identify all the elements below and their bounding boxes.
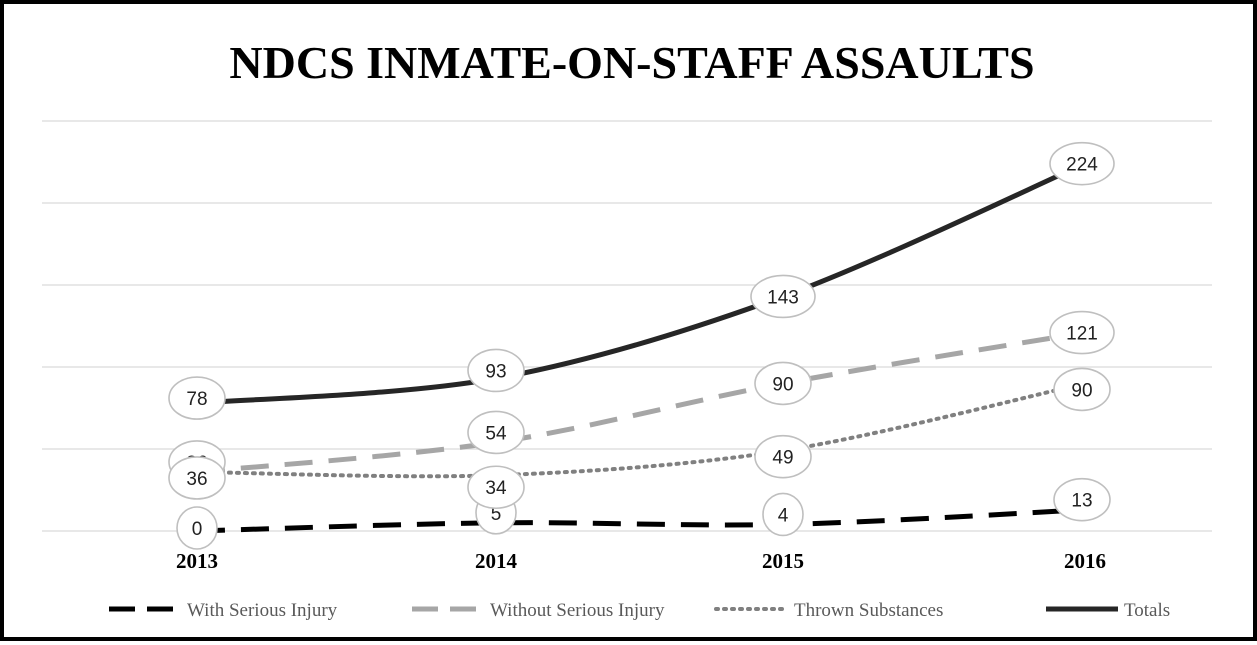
data-label-text: 90 [1071, 380, 1092, 401]
data-label-text: 4 [778, 505, 789, 526]
line-chart: NDCS INMATE-ON-STAFF ASSAULTS 0541336549… [42, 37, 1212, 621]
legend-label: Totals [1124, 600, 1170, 621]
legend-item: Without Serious Injury [412, 600, 665, 621]
x-tick-label: 2013 [176, 549, 218, 573]
x-tick-label: 2015 [762, 549, 804, 573]
data-label-text: 0 [192, 519, 203, 540]
legend-label: Without Serious Injury [490, 600, 665, 621]
x-tick-label: 2014 [475, 549, 518, 573]
legend-item: Thrown Substances [714, 600, 943, 621]
legend-label: With Serious Injury [187, 600, 338, 621]
data-label-text: 93 [485, 361, 506, 382]
data-label: 121 [1049, 310, 1115, 355]
data-label-text: 90 [772, 374, 793, 395]
data-label-text: 36 [186, 469, 207, 490]
data-label-text: 13 [1071, 491, 1092, 512]
series-line-3 [196, 161, 1087, 406]
data-label: 4 [762, 492, 804, 537]
data-label-text: 5 [491, 504, 502, 525]
series-lines [195, 161, 1087, 534]
data-label: 54 [467, 410, 525, 455]
series-line-1 [196, 330, 1086, 475]
legend-label: Thrown Substances [794, 600, 943, 621]
data-label: 90 [1053, 367, 1111, 412]
data-label: 49 [754, 434, 812, 479]
data-label-text: 54 [485, 423, 507, 444]
x-tick-label: 2016 [1064, 549, 1106, 573]
legend-item: With Serious Injury [109, 600, 338, 621]
data-label-text: 34 [485, 478, 507, 499]
legend-item: Totals [1046, 600, 1170, 621]
data-label: 143 [750, 274, 816, 319]
data-label: 93 [467, 348, 525, 393]
gridlines [42, 120, 1212, 532]
series-line-0 [196, 507, 1086, 534]
data-label: 13 [1053, 477, 1111, 522]
data-label: 34 [467, 465, 525, 510]
data-label-text: 224 [1066, 155, 1098, 176]
data-label: 0 [176, 506, 218, 550]
chart-title: NDCS INMATE-ON-STAFF ASSAULTS [229, 37, 1034, 88]
x-axis-ticks: 2013 2014 2015 2016 [176, 549, 1106, 573]
series-line-2 [195, 381, 1087, 479]
data-labels: 05413365490121363449907893143224 [168, 141, 1115, 550]
data-label-text: 143 [767, 287, 799, 308]
data-label: 78 [168, 376, 226, 420]
data-label-text: 49 [772, 448, 793, 469]
data-label-text: 78 [186, 389, 207, 410]
data-label: 36 [168, 456, 226, 500]
data-label-text: 121 [1066, 324, 1098, 345]
legend: With Serious Injury Without Serious Injur… [109, 600, 1170, 621]
data-label: 90 [754, 361, 812, 406]
data-label: 224 [1049, 141, 1115, 186]
